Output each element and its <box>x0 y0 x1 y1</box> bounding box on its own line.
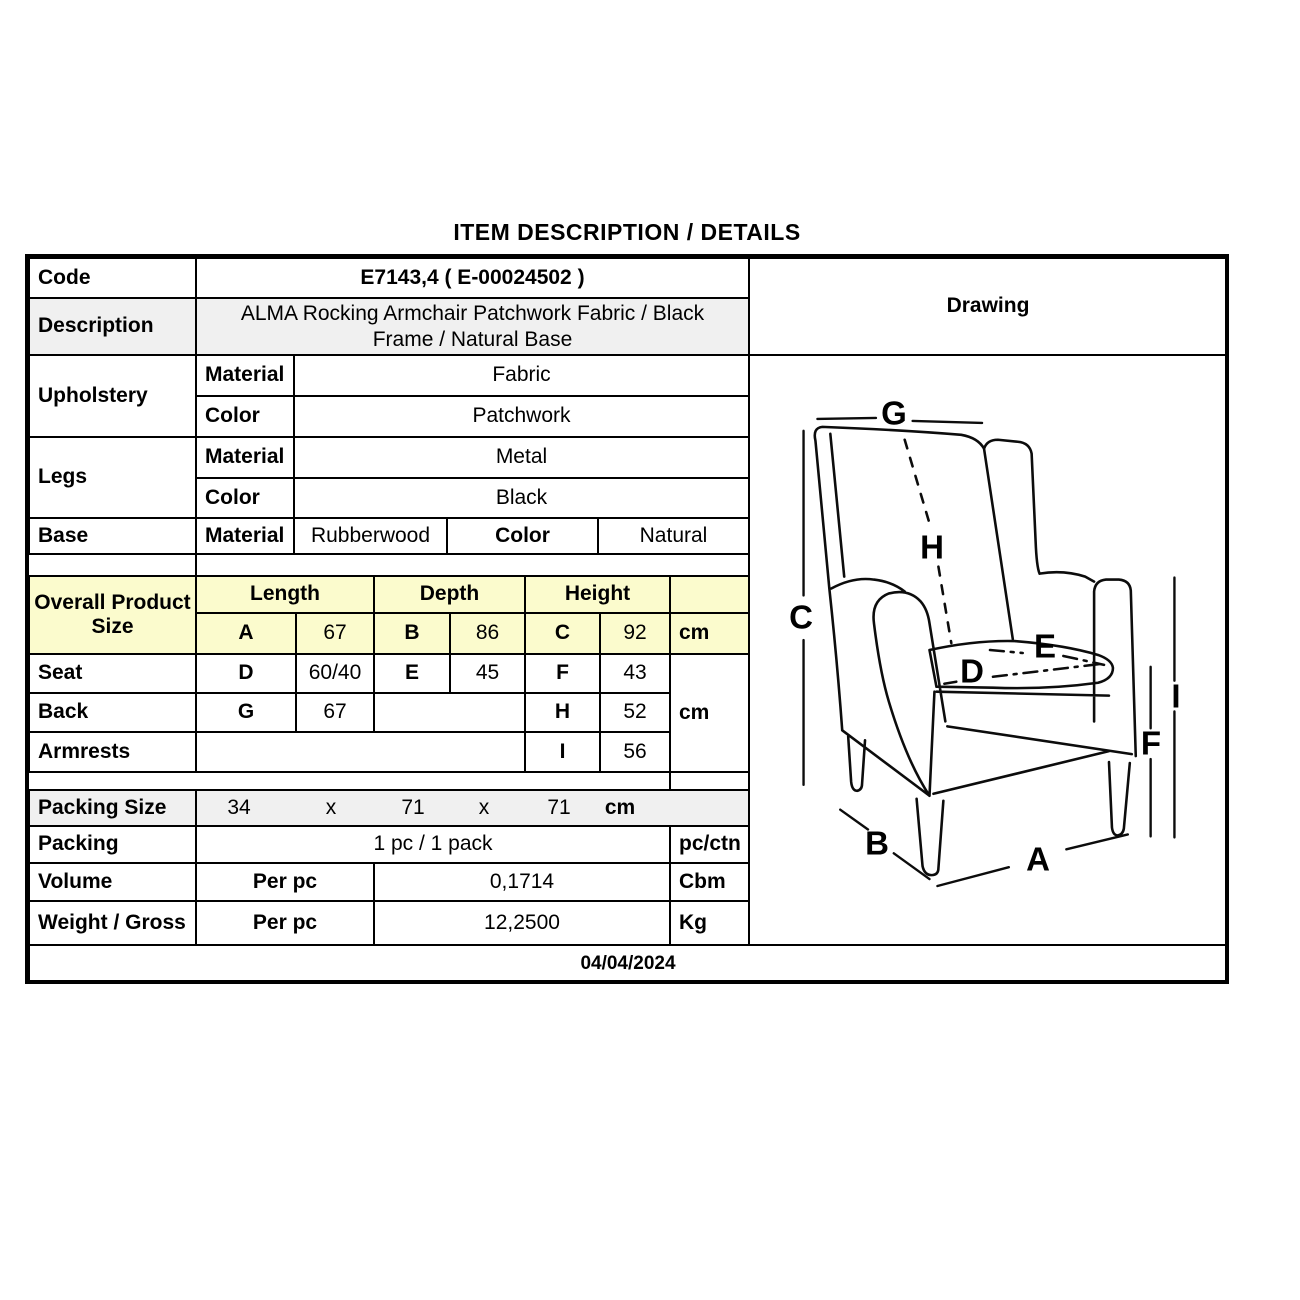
back-depth-empty <box>373 692 526 733</box>
packing-size-v1: 34 <box>227 795 251 819</box>
dim-label-g: G <box>881 394 907 432</box>
page-title: ITEM DESCRIPTION / DETAILS <box>453 219 801 245</box>
back-height-key: H <box>524 692 601 733</box>
gap-divider-2 <box>669 771 671 791</box>
dashdot-lines-d-e <box>943 648 1106 686</box>
packing-unit: pc/ctn <box>669 825 750 864</box>
legs-material-label: Material <box>195 436 295 479</box>
dim-label-i: I <box>1171 677 1181 715</box>
height-header: Height <box>524 575 671 614</box>
volume-value: 0,1714 <box>373 862 671 902</box>
overall-depth-key: B <box>373 612 451 655</box>
volume-per: Per pc <box>195 862 375 902</box>
seat-length-value: 60/40 <box>295 653 375 694</box>
upholstery-label: Upholstery <box>28 354 197 438</box>
packing-size-label: Packing Size <box>28 789 197 827</box>
armchair-line-drawing <box>802 416 1176 888</box>
base-material-label: Material <box>195 517 295 555</box>
overall-height-value: 92 <box>599 612 671 655</box>
seat-label: Seat <box>28 653 197 694</box>
code-label: Code <box>28 257 197 299</box>
seat-height-key: F <box>524 653 601 694</box>
legs-color-label: Color <box>195 477 295 519</box>
weight-label: Weight / Gross <box>28 900 197 946</box>
armrests-label: Armrests <box>28 731 197 773</box>
seat-length-key: D <box>195 653 297 694</box>
seat-depth-key: E <box>373 653 451 694</box>
dim-label-e: E <box>1033 627 1057 665</box>
packing-value: 1 pc / 1 pack <box>195 825 671 864</box>
back-label: Back <box>28 692 197 733</box>
back-length-value: 67 <box>295 692 375 733</box>
back-length-key: G <box>195 692 297 733</box>
overall-length-key: A <box>195 612 297 655</box>
legs-color-value: Black <box>293 477 750 519</box>
volume-label: Volume <box>28 862 197 902</box>
armrests-height-value: 56 <box>599 731 671 773</box>
back-height-value: 52 <box>599 692 671 733</box>
packing-label: Packing <box>28 825 197 864</box>
seat-height-value: 43 <box>599 653 671 694</box>
dim-label-c: C <box>789 598 813 636</box>
weight-per: Per pc <box>195 900 375 946</box>
seat-back-arm-unit: cm <box>669 653 750 773</box>
description-label: Description <box>28 297 197 356</box>
base-material-value: Rubberwood <box>293 517 448 555</box>
length-header: Length <box>195 575 375 614</box>
gap-divider-1 <box>195 553 197 577</box>
depth-header: Depth <box>373 575 526 614</box>
overall-length-value: 67 <box>295 612 375 655</box>
packing-size-v3: 71 <box>547 795 571 819</box>
dashed-line-h <box>903 438 953 645</box>
dim-label-f: F <box>1140 724 1162 762</box>
description-value: ALMA Rocking Armchair Patchwork Fabric /… <box>195 297 750 356</box>
packing-size-x1: x <box>325 795 337 819</box>
packing-size-v2: 71 <box>401 795 425 819</box>
weight-unit: Kg <box>669 900 750 946</box>
upholstery-color-value: Patchwork <box>293 395 750 438</box>
weight-value: 12,2500 <box>373 900 671 946</box>
dimension-lines <box>802 416 1176 888</box>
date-row: 04/04/2024 <box>28 944 1228 983</box>
overall-unit: cm <box>669 612 750 655</box>
overall-size-label: Overall Product Size <box>28 575 197 655</box>
upholstery-material-label: Material <box>195 354 295 397</box>
upholstery-material-value: Fabric <box>293 354 750 397</box>
dim-label-h: H <box>920 528 944 566</box>
dim-label-d: D <box>960 652 984 690</box>
code-value: E7143,4 ( E-00024502 ) <box>195 257 750 299</box>
base-label: Base <box>28 517 197 555</box>
unit-header-empty <box>669 575 750 614</box>
overall-depth-value: 86 <box>449 612 526 655</box>
armrests-empty <box>195 731 526 773</box>
drawing-header: Drawing <box>748 257 1228 356</box>
dim-label-a: A <box>1026 840 1050 878</box>
packing-size-value: 34 x 71 x 71 cm <box>195 789 750 827</box>
legs-material-value: Metal <box>293 436 750 479</box>
volume-unit: Cbm <box>669 862 750 902</box>
upholstery-color-label: Color <box>195 395 295 438</box>
drawing-area <box>748 354 1228 946</box>
seat-depth-value: 45 <box>449 653 526 694</box>
packing-size-unit: cm <box>604 795 636 819</box>
overall-height-key: C <box>524 612 601 655</box>
chair-outline <box>813 425 1138 877</box>
armrests-height-key: I <box>524 731 601 773</box>
legs-label: Legs <box>28 436 197 519</box>
packing-size-x2: x <box>478 795 490 819</box>
base-color-value: Natural <box>597 517 750 555</box>
base-color-label: Color <box>446 517 599 555</box>
dim-label-b: B <box>865 824 889 862</box>
